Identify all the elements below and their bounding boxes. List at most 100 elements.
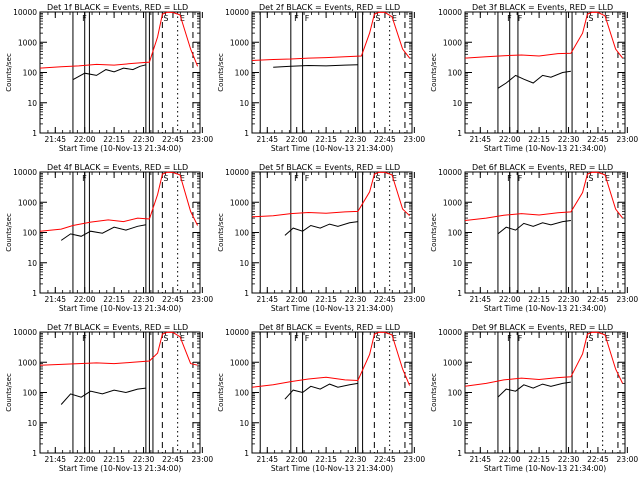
y-axis-label: Counts/sec [5, 373, 13, 412]
x-axis-label: Start Time (10-Nov-13 21:34:00) [484, 304, 606, 313]
x-tick-label: 21:45 [44, 455, 66, 464]
marker-label: F [518, 14, 523, 23]
y-axis-label: Counts/sec [217, 53, 225, 92]
y-tick-label: 1000 [443, 38, 462, 47]
marker-label: E [392, 334, 397, 343]
x-tick-label: 23:00 [192, 295, 214, 304]
marker-label: E [180, 174, 185, 183]
x-tick-label: 21:45 [256, 455, 278, 464]
y-tick-label: 1 [244, 129, 249, 138]
chart-panel: 1 10 100 1000 10000 21:45 22:00 22:15 22:30 22:45… [5, 3, 213, 153]
x-tick-label: 22:00 [74, 295, 96, 304]
marker-label: F [82, 14, 87, 23]
plot-frame [251, 171, 413, 294]
y-tick-label: 10 [27, 259, 37, 268]
x-tick-label: 23:00 [404, 455, 426, 464]
chart-panel: 1 10 100 1000 10000 21:45 22:00 22:15 22:30 22:45… [430, 323, 638, 473]
y-tick-label: 10 [452, 419, 462, 428]
y-tick-label: 1000 [18, 38, 37, 47]
x-tick-label: 21:45 [469, 295, 491, 304]
y-axis-label: Counts/sec [5, 213, 13, 252]
x-tick-label: 22:45 [162, 295, 184, 304]
events-series-line [273, 64, 358, 68]
plot-frame [464, 331, 626, 454]
marker-label: E [605, 14, 610, 23]
marker-label: F [305, 174, 310, 183]
events-series-line [497, 70, 571, 89]
y-tick-label: 100 [235, 389, 250, 398]
y-tick-label: 10 [239, 99, 249, 108]
y-tick-label: 10000 [438, 8, 462, 17]
x-tick-label: 22:45 [162, 455, 184, 464]
x-tick-label: 23:00 [617, 135, 639, 144]
chart-panel: 1 10 100 1000 10000 21:45 22:00 22:15 22:30 22:45… [217, 163, 425, 313]
y-tick-label: 1000 [230, 358, 249, 367]
x-tick-label: 22:15 [528, 455, 550, 464]
x-tick-label: 22:30 [558, 455, 580, 464]
y-tick-label: 10 [27, 419, 37, 428]
marker-label: E [180, 334, 185, 343]
y-tick-label: 1000 [18, 198, 37, 207]
marker-label: F [507, 14, 512, 23]
chart-title: Det 8f BLACK = Events, RED = LLD [259, 323, 400, 332]
x-tick-label: 22:45 [374, 455, 396, 464]
x-tick-label: 21:45 [256, 295, 278, 304]
x-tick-label: 22:45 [374, 135, 396, 144]
x-axis-label: Start Time (10-Nov-13 21:34:00) [484, 464, 606, 473]
chart-title: Det 7f BLACK = Events, RED = LLD [47, 323, 188, 332]
x-tick-label: 22:15 [103, 295, 125, 304]
x-tick-label: 22:15 [315, 135, 337, 144]
marker-label: E [392, 174, 397, 183]
marker-label: S [588, 334, 593, 343]
chart-panel: 1 10 100 1000 10000 21:45 22:00 22:15 22:30 22:45… [5, 323, 213, 473]
y-tick-label: 10 [452, 259, 462, 268]
y-axis-label: Counts/sec [430, 373, 438, 412]
x-tick-label: 22:00 [499, 135, 521, 144]
x-axis-label: Start Time (10-Nov-13 21:34:00) [59, 464, 181, 473]
marker-label: F [305, 334, 310, 343]
plot-frame [251, 331, 413, 454]
marker-label: S [163, 14, 168, 23]
marker-label: F [507, 334, 512, 343]
y-tick-label: 10000 [225, 168, 249, 177]
chart-title: Det 6f BLACK = Events, RED = LLD [472, 163, 613, 172]
y-tick-label: 1 [32, 129, 37, 138]
y-axis-label: Counts/sec [5, 53, 13, 92]
marker-label: E [605, 334, 610, 343]
y-axis-label: Counts/sec [430, 53, 438, 92]
y-tick-label: 1000 [443, 198, 462, 207]
marker-label: F [305, 14, 310, 23]
marker-label: F [294, 14, 299, 23]
events-series-line [60, 224, 146, 241]
y-axis-label: Counts/sec [430, 213, 438, 252]
x-tick-label: 22:45 [587, 135, 609, 144]
x-axis-label: Start Time (10-Nov-13 21:34:00) [484, 144, 606, 153]
chart-title: Det 3f BLACK = Events, RED = LLD [472, 3, 613, 12]
y-tick-label: 1 [244, 449, 249, 458]
marker-label: S [588, 174, 593, 183]
marker-label: E [392, 14, 397, 23]
x-tick-label: 23:00 [617, 455, 639, 464]
lld-series-line [39, 331, 198, 366]
y-tick-label: 1000 [230, 198, 249, 207]
x-tick-label: 21:45 [44, 295, 66, 304]
x-tick-label: 22:00 [286, 135, 308, 144]
marker-label: S [588, 14, 593, 23]
x-tick-label: 23:00 [404, 135, 426, 144]
x-tick-label: 22:45 [374, 295, 396, 304]
plot-frame [464, 171, 626, 294]
plot-frame [251, 11, 413, 134]
marker-label: E [180, 14, 185, 23]
x-tick-label: 21:45 [44, 135, 66, 144]
lld-series-line [251, 331, 411, 388]
y-tick-label: 10000 [13, 8, 37, 17]
y-tick-label: 10 [27, 99, 37, 108]
y-tick-label: 10000 [438, 168, 462, 177]
y-tick-label: 1000 [18, 358, 37, 367]
x-tick-label: 22:30 [558, 295, 580, 304]
y-tick-label: 100 [235, 229, 250, 238]
y-tick-label: 10000 [13, 328, 37, 337]
events-series-line [284, 221, 358, 236]
x-axis-label: Start Time (10-Nov-13 21:34:00) [271, 144, 393, 153]
